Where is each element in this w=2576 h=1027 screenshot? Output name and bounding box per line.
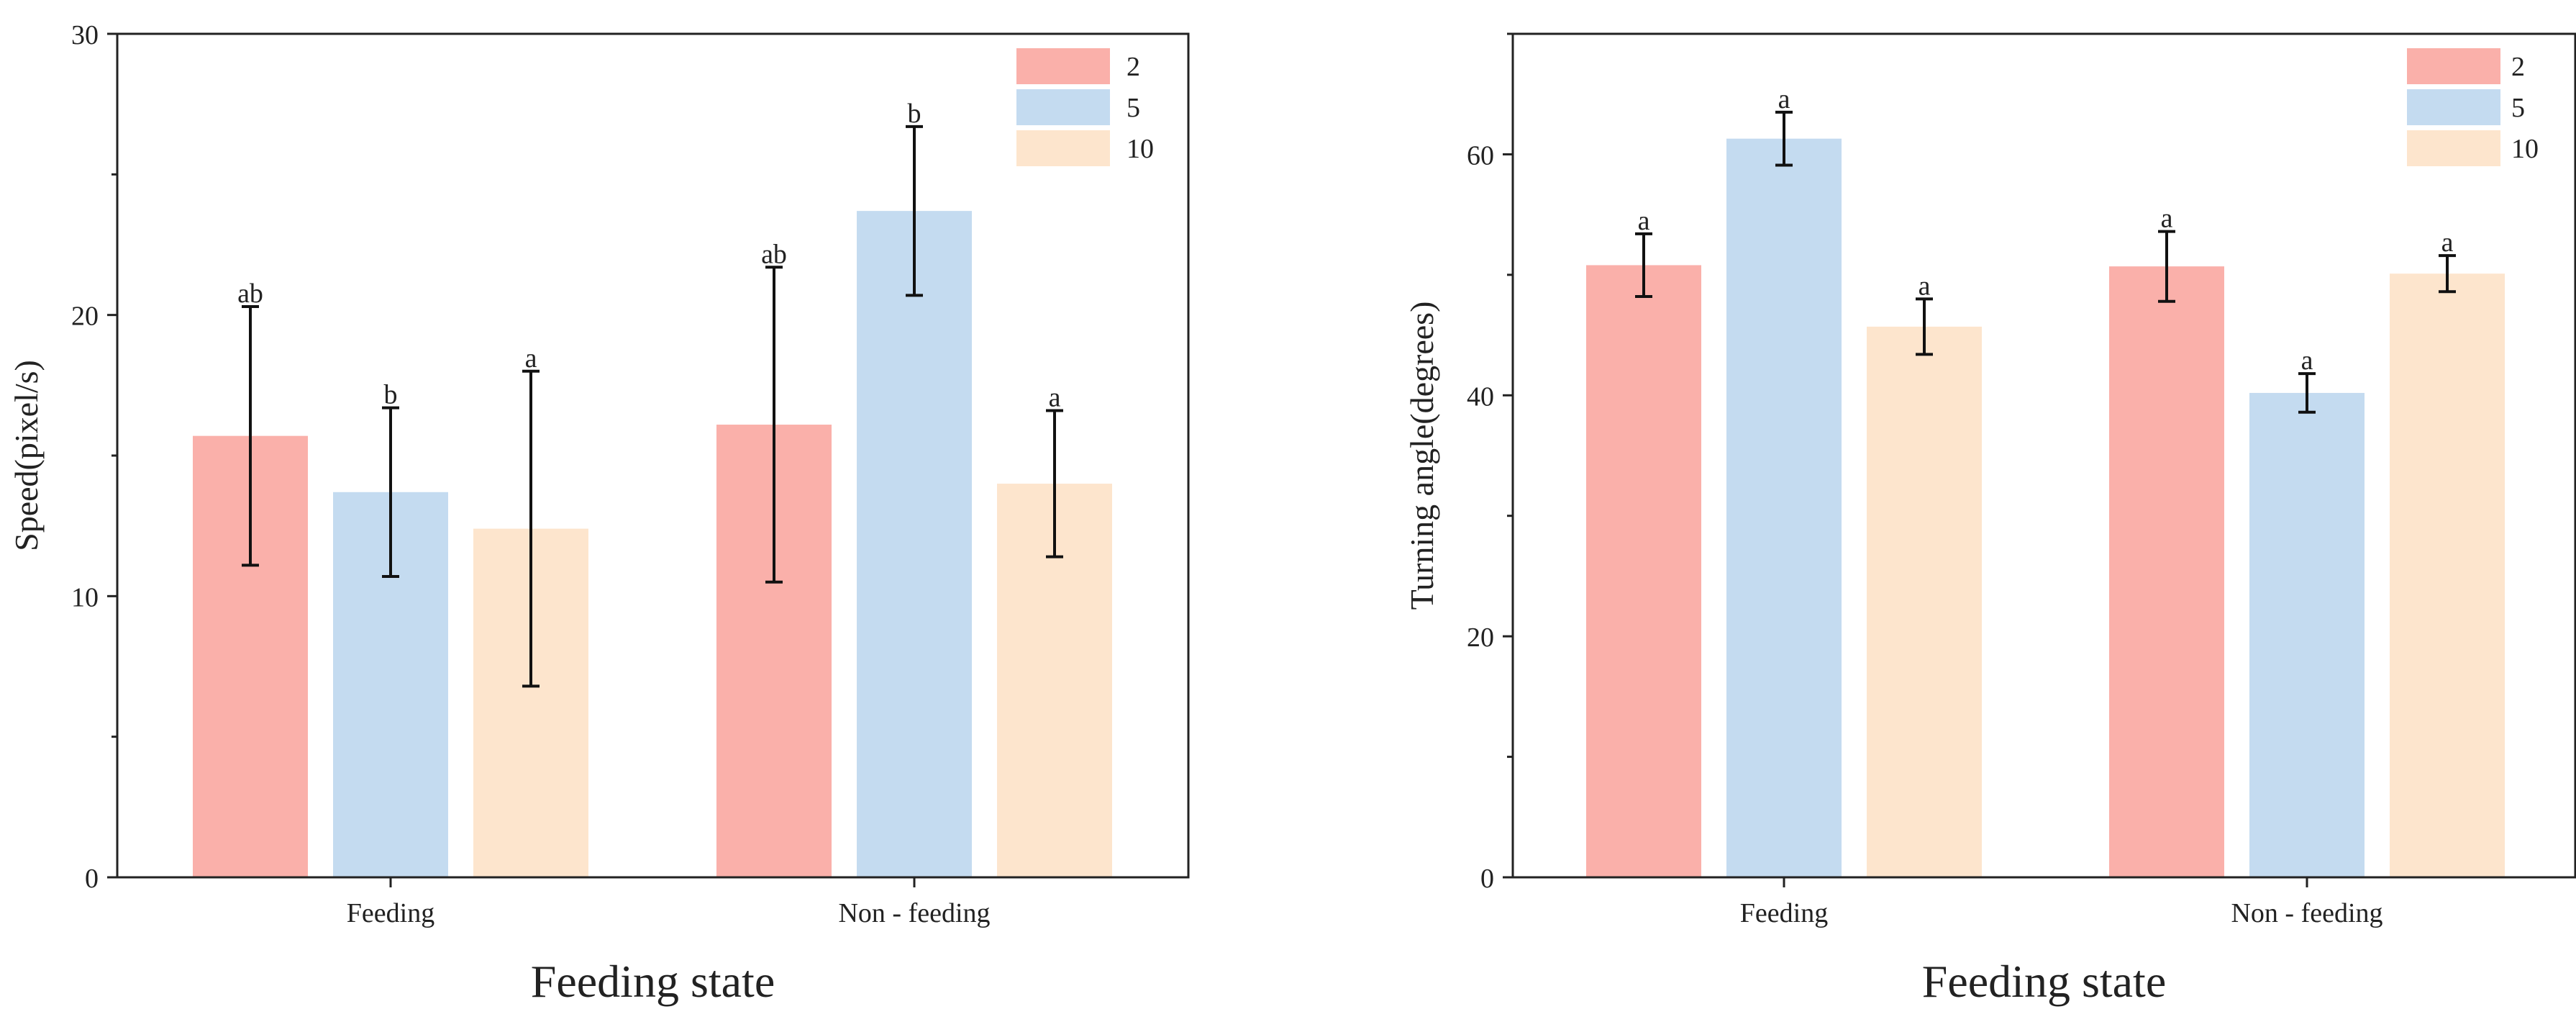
legend: 2 5 10: [2407, 48, 2539, 166]
error-bar: [522, 369, 540, 688]
legend-swatch-2: [1016, 48, 1110, 84]
plot-frame: [1511, 32, 2576, 879]
x-category-label: Non - feeding: [838, 898, 990, 928]
y-tick-label: 0: [85, 864, 99, 894]
significance-letter: a: [1919, 271, 1931, 301]
error-bar: [765, 266, 783, 584]
significance-letter: b: [384, 380, 398, 410]
bar-10-feeding: [1867, 326, 1982, 877]
significance-letter: a: [2441, 227, 2454, 258]
bar-5-non-feeding: [2249, 392, 2365, 877]
bar-5-feeding: [1726, 138, 1842, 878]
y-tick-label: 60: [1467, 140, 1494, 171]
error-bar: [906, 125, 923, 297]
legend: 2 5 10: [1016, 48, 1154, 166]
bar-5-non-feeding: [857, 211, 972, 877]
legend-label: 2: [1127, 52, 1140, 82]
significance-letter: a: [2301, 345, 2313, 376]
significance-letter: ab: [761, 239, 787, 269]
bar-2-non-feeding: [2109, 266, 2224, 877]
error-bar: [1635, 232, 1652, 298]
legend-swatch-5: [1016, 89, 1110, 125]
error-bar: [1046, 409, 1063, 558]
significance-letter: a: [1778, 84, 1790, 114]
significance-letter: a: [1049, 382, 1061, 412]
significance-letter: a: [525, 343, 537, 374]
y-tick-label: 10: [71, 582, 99, 612]
significance-letter: a: [1638, 206, 1650, 236]
legend-label: 2: [2511, 52, 2525, 82]
legend-label: 5: [1127, 93, 1140, 123]
x-axis-title: Feeding state: [1922, 956, 2166, 1007]
y-tick-label: 0: [1480, 864, 1494, 894]
error-bar: [242, 304, 259, 567]
legend-label: 5: [2511, 93, 2525, 123]
y-tick-label: 20: [71, 302, 99, 332]
bar-2-feeding: [1586, 265, 1701, 877]
error-bar: [1775, 110, 1793, 167]
error-bar: [2298, 372, 2316, 414]
turning-angle-chart-panel: a a a a a a 0 20 40 60 Feeding Non - feeding Feeding…: [1403, 32, 2576, 1007]
error-bar: [2158, 230, 2175, 303]
significance-letter: b: [908, 99, 921, 129]
speed-chart-panel: ab ab b b a a 0 10 20 30 Feeding Non - feeding Feedi…: [8, 20, 1190, 1007]
error-bar: [1916, 297, 1933, 356]
error-bar: [2439, 254, 2456, 294]
legend-swatch-2: [2407, 48, 2500, 84]
x-category-label: Non - feeding: [2231, 898, 2382, 928]
legend-swatch-5: [2407, 89, 2500, 125]
significance-letter: a: [2161, 204, 2173, 234]
x-category-label: Feeding: [347, 898, 434, 928]
legend-label: 10: [1127, 134, 1154, 164]
legend-swatch-10: [2407, 130, 2500, 166]
error-bar: [382, 406, 399, 578]
y-axis-title: Turning angle(degrees): [1403, 302, 1440, 610]
y-axis-title: Speed(pixel/s): [8, 360, 45, 551]
y-tick-label: 30: [71, 20, 99, 50]
significance-letter: ab: [237, 279, 263, 309]
y-tick-label: 40: [1467, 381, 1494, 412]
x-category-label: Feeding: [1740, 898, 1828, 928]
legend-swatch-10: [1016, 130, 1110, 166]
legend-label: 10: [2511, 134, 2539, 164]
bar-10-non-feeding: [2390, 273, 2505, 877]
x-axis-title: Feeding state: [531, 956, 775, 1007]
y-tick-label: 20: [1467, 623, 1494, 653]
